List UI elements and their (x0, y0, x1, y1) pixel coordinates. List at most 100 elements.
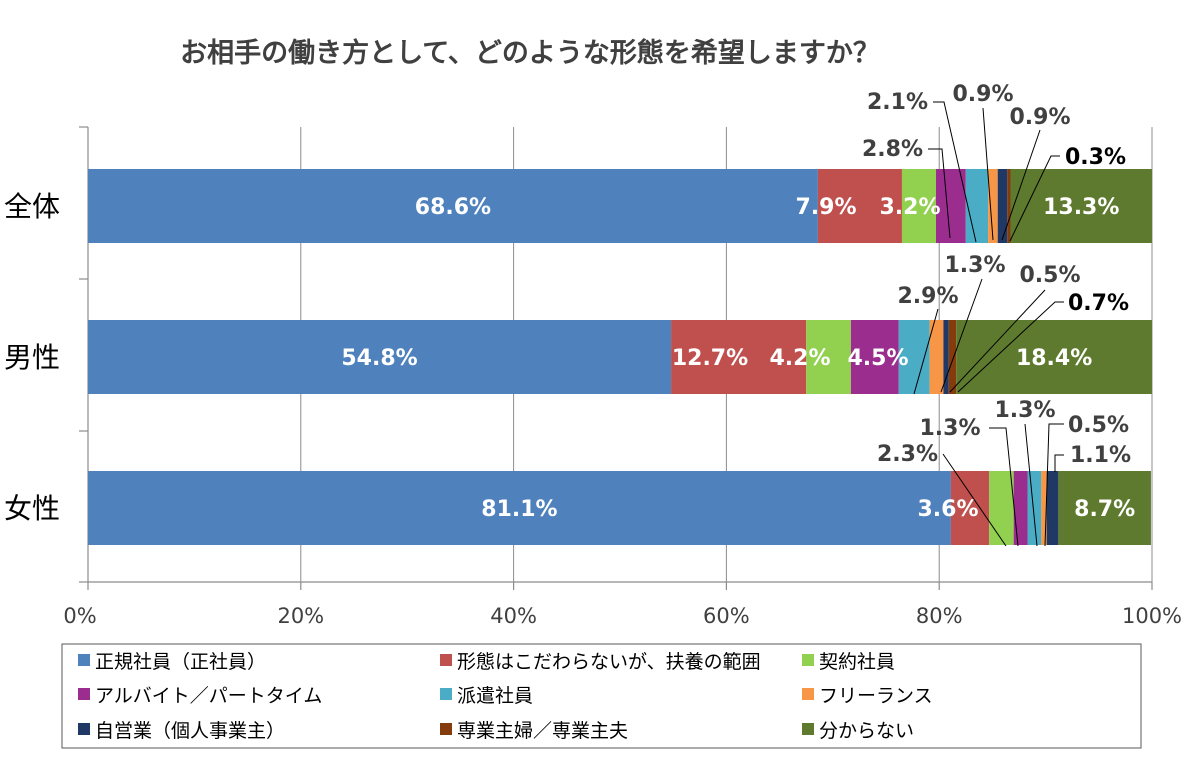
data-label-1-4: 2.9% (897, 284, 958, 309)
leader-line-0-5 (982, 107, 994, 241)
legend-swatch-0 (78, 654, 90, 666)
x-tick-label-1: 20% (277, 604, 324, 628)
bar-2-4 (1027, 471, 1042, 545)
legend-label-6: 自営業（個人事業主） (95, 720, 285, 742)
data-label-2-4: 1.3% (994, 398, 1055, 423)
bar-2-6 (1046, 471, 1059, 545)
leader-line-1-4 (913, 308, 939, 395)
data-label-0-8: 13.3% (1043, 195, 1119, 220)
data-label-1-2: 4.2% (769, 346, 830, 371)
bar-1-8 (956, 320, 1152, 394)
bar-2-0 (88, 471, 951, 545)
leader-line-0-4 (933, 101, 977, 243)
bars (88, 169, 1152, 545)
bar-0-3 (936, 169, 966, 243)
legend-swatch-6 (78, 723, 90, 735)
bar-1-6 (943, 320, 949, 394)
legend-label-4: 派遣社員 (457, 685, 533, 707)
category-label-1: 男性 (4, 341, 60, 374)
x-tick-label-3: 60% (703, 604, 750, 628)
data-label-0-2: 3.2% (879, 195, 940, 220)
legend-label-7: 専業主婦／専業主夫 (457, 720, 628, 742)
x-tick-label-2: 40% (490, 604, 537, 628)
data-label-1-1: 12.7% (672, 346, 748, 371)
leader-line-1-6 (949, 289, 1046, 393)
legend-swatch-7 (440, 723, 452, 735)
x-tick-label-5: 100% (1122, 604, 1182, 628)
leader-line-2-2 (942, 453, 1007, 547)
bar-1-5 (929, 320, 944, 394)
data-label-0-0: 68.6% (415, 195, 491, 220)
bar-0-0 (88, 169, 818, 243)
data-label-1-6: 0.5% (1019, 263, 1080, 288)
leader-line-2-3 (989, 427, 1019, 547)
legend-label-8: 分からない (819, 720, 914, 742)
leader-line-1-5 (940, 278, 983, 393)
bar-2-1 (950, 471, 990, 545)
data-label-1-0: 54.8% (341, 346, 417, 371)
legend-label-3: アルバイト／パートタイム (95, 685, 322, 707)
bar-2-2 (989, 471, 1014, 545)
legend-swatch-3 (78, 688, 90, 700)
data-label-2-2: 2.3% (877, 442, 938, 467)
legend-label-1: 形態はこだわらないが、扶養の範囲 (457, 651, 761, 673)
data-label-1-7: 0.7% (1068, 291, 1129, 316)
data-label-1-5: 1.3% (944, 253, 1005, 278)
bar-2-5 (1041, 471, 1047, 545)
bar-1-3 (850, 320, 899, 394)
data-label-2-6: 1.1% (1070, 443, 1131, 468)
x-tick-labels: 0% 20% 40% 60% 80% 100% (63, 604, 1182, 628)
leader-line-2-6 (1054, 454, 1064, 472)
data-label-2-1: 3.6% (917, 497, 978, 522)
data-label-2-3: 1.3% (919, 416, 980, 441)
leader-line-2-4 (1024, 423, 1038, 547)
data-label-2-8: 8.7% (1074, 497, 1135, 522)
legend-label-5: フリーランス (819, 685, 933, 707)
legend-swatch-8 (802, 723, 814, 735)
bar-1-7 (948, 320, 957, 394)
data-label-1-3: 4.5% (847, 346, 908, 371)
leader-line-2-5 (1044, 423, 1064, 547)
x-tick-label-4: 80% (916, 604, 963, 628)
bar-0-4 (965, 169, 989, 243)
legend-swatch-1 (440, 654, 452, 666)
data-label-1-8: 18.4% (1016, 346, 1092, 371)
leader-line-0-6 (1001, 129, 1041, 241)
data-label-0-3: 2.8% (862, 137, 923, 162)
bar-1-0 (88, 320, 672, 394)
data-label-2-0: 81.1% (481, 497, 557, 522)
bar-0-7 (1007, 169, 1011, 243)
data-label-0-6: 0.9% (1009, 105, 1070, 130)
bar-2-8 (1058, 471, 1151, 545)
legend: 正規社員（正社員） 形態はこだわらないが、扶養の範囲 契約社員アルバイト／パートタイ… (61, 643, 1142, 749)
bar-2-3 (1013, 471, 1028, 545)
legend-swatch-5 (802, 688, 814, 700)
legend-label-2: 契約社員 (819, 651, 895, 673)
data-labels: 68.6% 7.9% 3.2% 13.3% 2.8% 2.1% 0.9%0.9% 0.3% 54… (341, 82, 1135, 522)
bar-0-2 (901, 169, 937, 243)
chart-title: お相手の働き方として、どのような形態を希望しますか？ (180, 37, 880, 69)
data-label-0-5: 0.9% (952, 82, 1013, 107)
legend-box (61, 643, 1142, 749)
bar-1-1 (671, 320, 807, 394)
data-label-2-5: 0.5% (1068, 413, 1129, 438)
legend-swatch-2 (802, 654, 814, 666)
legend-swatch-4 (440, 688, 452, 700)
legend-label-0: 正規社員（正社員） (95, 651, 266, 673)
data-label-0-4: 2.1% (867, 90, 928, 115)
bar-0-8 (1010, 169, 1152, 243)
bar-0-1 (817, 169, 902, 243)
data-label-0-7: 0.3% (1065, 145, 1126, 170)
category-label-0: 全体 (4, 190, 60, 223)
bar-0-6 (997, 169, 1008, 243)
x-tick-label-0: 0% (63, 604, 96, 628)
leader-line-1-7 (957, 301, 1064, 393)
bar-1-2 (806, 320, 851, 394)
category-label-2: 女性 (4, 492, 60, 525)
leader-line-0-7 (1009, 155, 1060, 242)
leader-lines (913, 101, 1064, 547)
leader-line-0-3 (928, 148, 951, 239)
bar-0-5 (988, 169, 998, 243)
